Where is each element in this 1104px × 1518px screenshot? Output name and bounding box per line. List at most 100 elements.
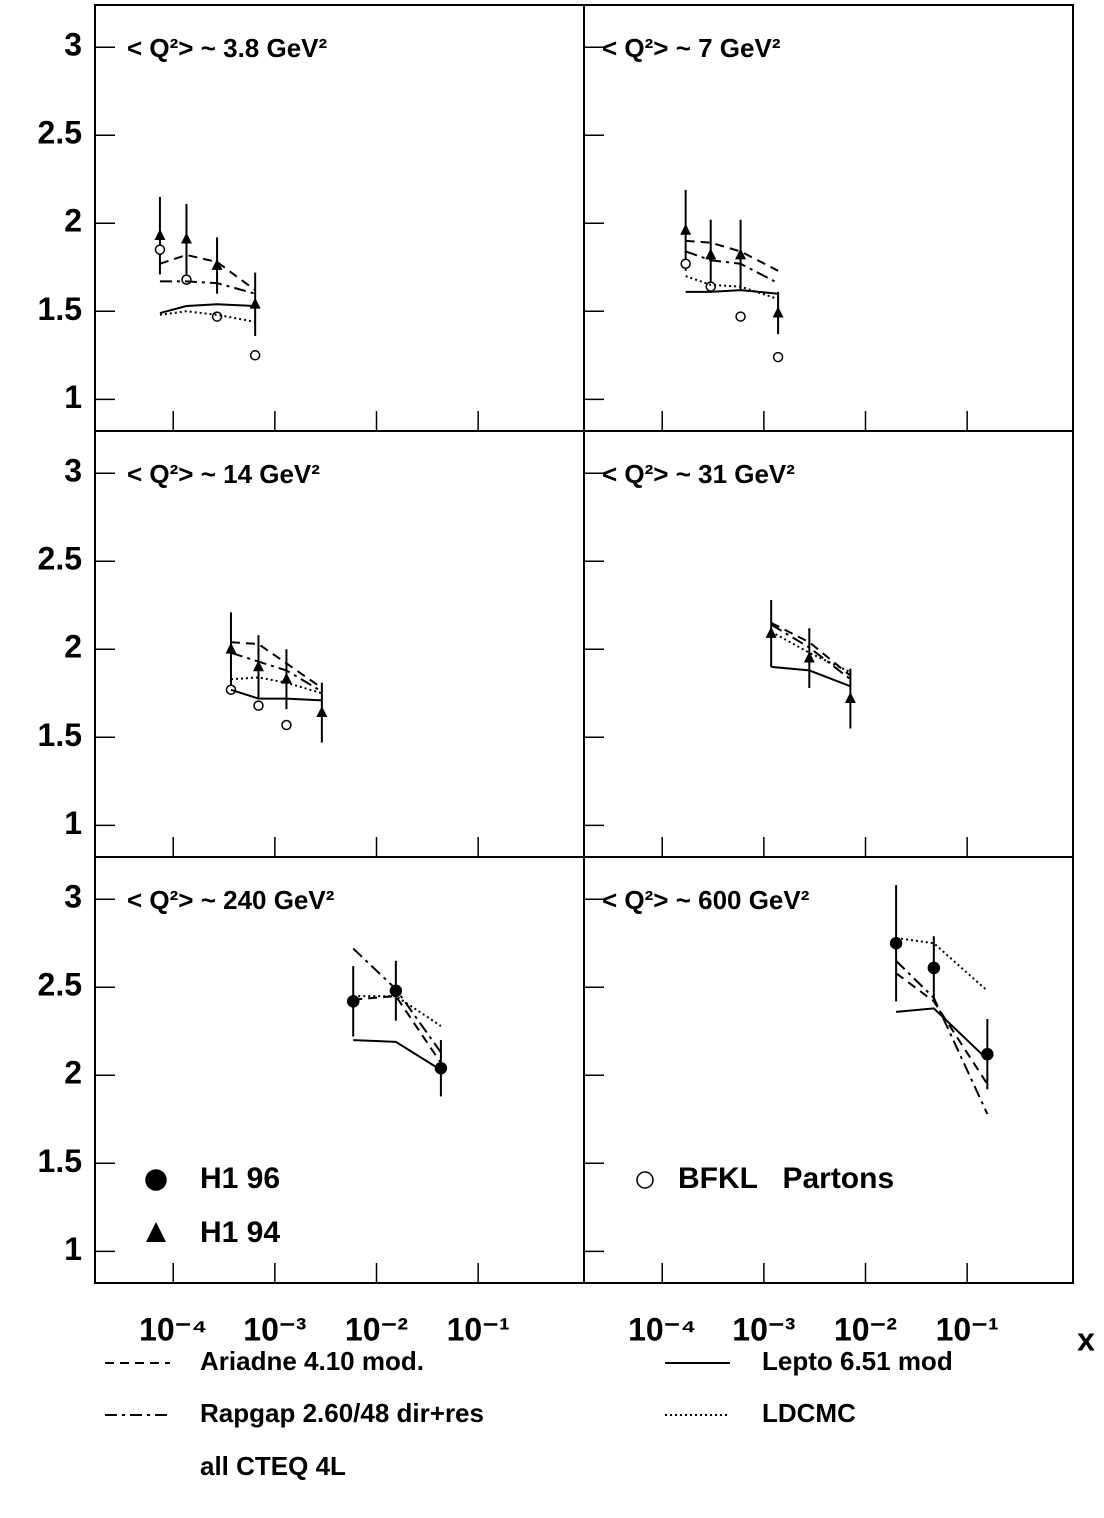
marker [927,961,941,975]
panel-frame [94,430,585,858]
marker [281,719,292,731]
panel-title: < Q²> ~ 240 GeV² [127,885,335,915]
model-line [896,1007,989,1061]
marker [253,700,264,711]
x-tick-label: 10⁻¹ [447,1311,510,1347]
model-line [685,250,779,285]
note: all CTEQ 4L [200,1451,346,1481]
marker [249,350,261,361]
legend-marker [145,1169,167,1191]
marker [225,642,237,654]
panel-title: < Q²> ~ 7 GeV² [602,33,781,63]
marker [680,223,692,235]
y-tick-label: 2.5 [38,115,82,151]
y-tick-label: 1.5 [38,291,82,327]
model-line [353,1039,442,1071]
y-tick-label: 3 [64,27,82,63]
model-line [770,630,851,674]
marker [844,691,856,703]
marker [981,1047,994,1061]
legend-label: H1 96 [200,1162,280,1195]
model-line [771,665,851,688]
model-line [230,688,322,702]
legend-label: Rapgap 2.60/48 dir+res [200,1398,484,1428]
panel-frame [583,430,1074,858]
marker [735,248,747,260]
y-tick-label: 1 [64,805,82,841]
model-line [230,641,323,689]
marker [705,248,717,260]
model-line [685,275,779,300]
model-line [685,239,779,272]
model-line [895,936,989,992]
x-tick-label: 10⁻⁴ [139,1311,207,1347]
marker [705,281,716,292]
y-tick-label: 3 [64,453,82,489]
model-line [159,253,256,291]
marker [316,706,328,718]
x-tick-label: 10⁻³ [243,1311,306,1347]
marker [154,229,166,241]
marker [346,995,360,1008]
panel-frame [94,4,585,432]
y-tick-label: 1.5 [38,717,82,753]
marker [211,311,223,322]
legend-label: Ariadne 4.10 mod. [200,1346,424,1376]
model-line [353,995,442,1064]
legend-marker [636,1171,654,1189]
model-line [352,947,442,1053]
marker [280,672,292,684]
y-tick-label: 1 [64,379,82,415]
marker [249,297,261,309]
legend-marker [146,1222,166,1242]
legend-label: LDCMC [762,1398,856,1428]
panel-frame [94,856,585,1284]
y-tick-label: 2.5 [38,541,82,577]
x-axis-label: x [1077,1321,1095,1357]
model-line [353,995,442,1027]
y-tick-label: 1.5 [38,1143,82,1179]
legend-label: Lepto 6.51 mod [762,1346,953,1376]
marker [389,984,403,998]
model-line [159,280,256,295]
panel-frame [583,4,1074,432]
x-tick-label: 10⁻² [345,1311,408,1347]
panel-title: < Q²> ~ 31 GeV² [602,459,795,489]
y-tick-label: 2.5 [38,967,82,1003]
model-line [770,621,852,677]
x-tick-label: 10⁻³ [732,1311,795,1347]
panel-title: < Q²> ~ 3.8 GeV² [127,33,327,63]
y-tick-label: 2 [64,1055,82,1091]
panel-frame [583,856,1074,1284]
marker [803,651,815,663]
marker [181,274,192,285]
model-line [159,303,256,315]
marker [211,258,223,270]
y-tick-label: 2 [64,629,82,665]
marker [889,937,903,950]
model-line [895,972,989,1085]
marker [180,232,192,244]
marker [772,351,784,363]
y-tick-label: 2 [64,203,82,239]
model-line [230,676,323,695]
model-line [770,623,851,680]
x-tick-label: 10⁻² [834,1311,897,1347]
y-tick-label: 1 [64,1231,82,1267]
x-tick-label: 10⁻¹ [936,1311,999,1347]
legend-label: BFKL Partons [678,1162,894,1195]
marker [680,258,691,270]
model-line [685,289,779,295]
panel-title: < Q²> ~ 600 GeV² [602,885,810,915]
y-tick-label: 3 [64,879,82,915]
marker [252,660,264,672]
model-line [159,310,256,323]
x-tick-label: 10⁻⁴ [628,1311,696,1347]
marker [735,311,746,322]
model-line [230,651,323,693]
marker [154,244,166,255]
marker [772,306,784,318]
model-line [895,960,989,1115]
